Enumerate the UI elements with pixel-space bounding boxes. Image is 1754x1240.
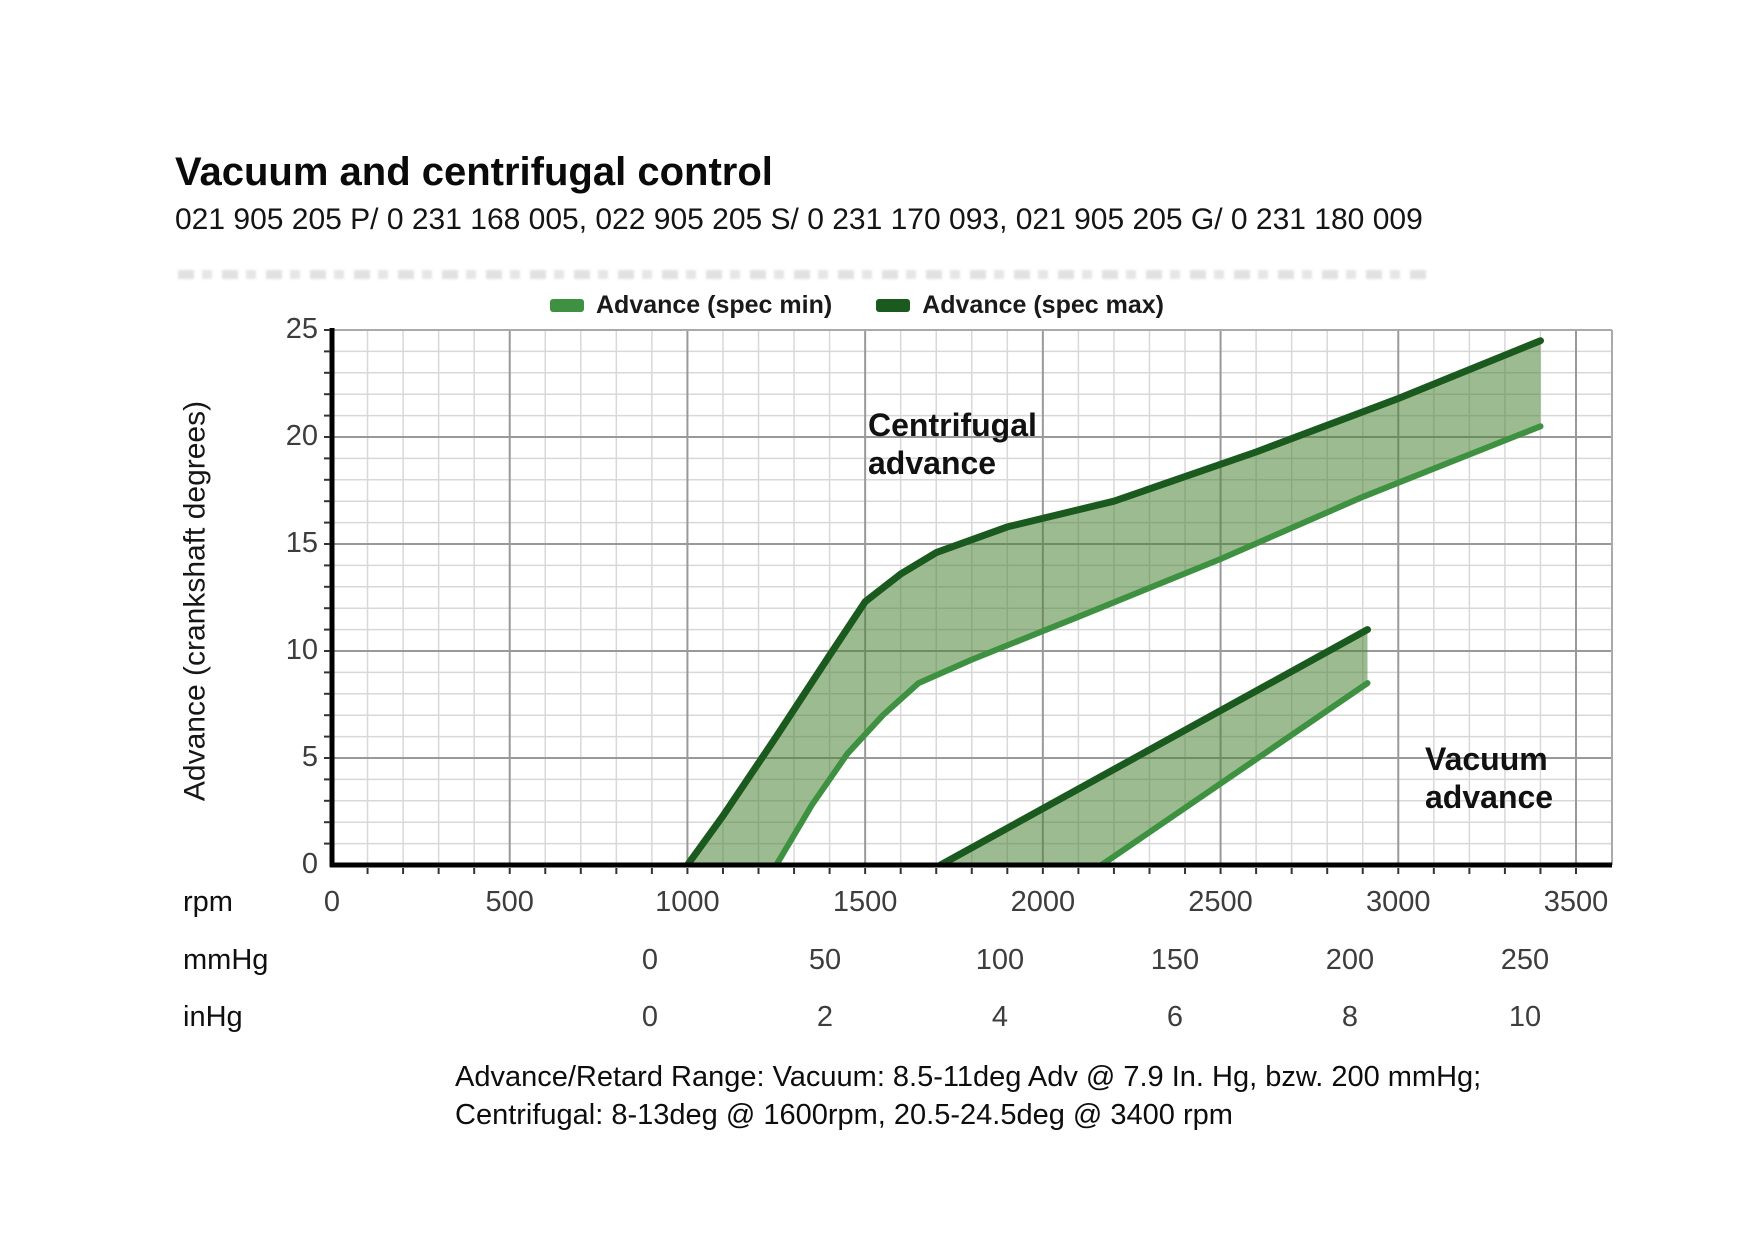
mmhg-axis-label: mmHg bbox=[183, 944, 269, 976]
y-tick-label: 15 bbox=[285, 527, 318, 559]
legend-label-spec-min: Advance (spec min) bbox=[596, 291, 833, 319]
y-tick-label: 20 bbox=[285, 420, 318, 452]
y-tick-label: 0 bbox=[301, 848, 318, 880]
rpm-tick-label: 3000 bbox=[1366, 886, 1431, 918]
inhg-tick-label: 0 bbox=[641, 1001, 659, 1033]
part-numbers: 021 905 205 P/ 0 231 168 005, 022 905 20… bbox=[175, 203, 1423, 236]
footnote-line-1: Advance/Retard Range: Vacuum: 8.5-11deg … bbox=[455, 1061, 1482, 1093]
rpm-tick-label: 1500 bbox=[832, 886, 898, 918]
y-tick-label: 10 bbox=[285, 634, 318, 666]
vacuum-advance-spec-min-line bbox=[1098, 680, 1371, 865]
inhg-tick-label: 8 bbox=[1341, 1001, 1359, 1033]
chart-title: Vacuum and centrifugal control bbox=[175, 150, 773, 194]
mmhg-tick-label: 200 bbox=[1325, 944, 1375, 976]
y-axis-title: Advance (crankshaft degrees) bbox=[178, 400, 212, 802]
legend-label-spec-max: Advance (spec max) bbox=[922, 291, 1164, 319]
rpm-tick-label: 3500 bbox=[1543, 886, 1609, 918]
mmhg-tick-label: 0 bbox=[641, 944, 659, 976]
mmhg-tick-label: 50 bbox=[808, 944, 842, 976]
advance-retard-range-note: Advance/Retard Range: Vacuum: 8.5-11deg … bbox=[455, 1058, 1481, 1134]
legend-item-spec-min: Advance (spec min) bbox=[550, 291, 832, 320]
rpm-tick-label: 2500 bbox=[1188, 886, 1253, 918]
rpm-tick-label: 1000 bbox=[655, 886, 720, 918]
vacuum-advance-spec-max-line bbox=[937, 626, 1371, 865]
rpm-tick-label: 2000 bbox=[1010, 886, 1076, 918]
vacuum-advance-label: Vacuum advance bbox=[1425, 741, 1554, 815]
rpm-tick-label: 500 bbox=[485, 886, 534, 918]
rpm-tick-label: 0 bbox=[323, 886, 341, 918]
centrifugal-advance-spec-max-line bbox=[683, 337, 1544, 865]
spec-min-swatch-icon bbox=[550, 299, 584, 312]
footnote-line-2: Centrifugal: 8-13deg @ 1600rpm, 20.5-24.… bbox=[455, 1099, 1233, 1131]
legend-item-spec-max: Advance (spec max) bbox=[876, 291, 1164, 320]
chart-legend: Advance (spec min) Advance (spec max) bbox=[550, 291, 1164, 320]
faded-text-artifact bbox=[178, 270, 1428, 279]
y-tick-label: 5 bbox=[301, 741, 318, 773]
mmhg-tick-label: 250 bbox=[1500, 944, 1550, 976]
mmhg-tick-label: 150 bbox=[1150, 944, 1200, 976]
spec-max-swatch-icon bbox=[876, 299, 911, 312]
inhg-tick-label: 10 bbox=[1508, 1001, 1542, 1033]
inhg-axis-label: inHg bbox=[183, 1001, 243, 1033]
centrifugal-advance-spec-min-line bbox=[773, 423, 1544, 865]
centrifugal-advance-band bbox=[687, 340, 1541, 865]
y-tick-label: 25 bbox=[285, 313, 318, 345]
inhg-tick-label: 4 bbox=[991, 1001, 1009, 1033]
mmhg-tick-label: 100 bbox=[975, 944, 1025, 976]
inhg-tick-label: 2 bbox=[816, 1001, 834, 1033]
inhg-tick-label: 6 bbox=[1166, 1001, 1184, 1033]
centrifugal-advance-label: Centrifugal advance bbox=[868, 407, 1037, 481]
rpm-axis-label: rpm bbox=[183, 886, 233, 918]
